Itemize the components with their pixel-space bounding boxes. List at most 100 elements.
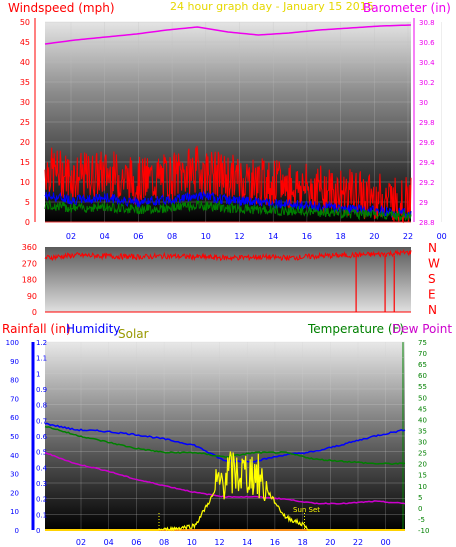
wind-x-tick-label: 12 [234,232,244,241]
wind-x-tick-label: 08 [167,232,177,241]
wind-y-tick-label: 20 [20,138,30,147]
wind-average-series-line [44,190,412,219]
wind-y-tick-label: 0 [25,218,30,227]
compass-label: W [428,257,440,271]
humidity-y-tick-label: 1 [36,370,40,378]
windspeed-title: Windspeed (mph) [8,1,115,15]
wind-x-tick-label: 22 [403,232,413,241]
dewpoint-series-line [44,452,406,505]
baro-y-tick-label: 30.4 [419,59,435,67]
wind-y-tick-label: 10 [20,178,30,187]
rainfall-title: Rainfall (in) [2,322,71,336]
temp-y-tick-label: 45 [418,405,427,413]
temp-y-tick-label: -10 [418,527,429,535]
humidity-y-tick-label: 1.2 [36,339,47,347]
rain-y-tick-label: 80 [10,377,19,385]
wind-y-tick-label: 25 [20,118,30,127]
humidity-y-tick-label: 0.2 [36,496,47,504]
rain-y-tick-label: 100 [6,339,19,347]
baro-y-tick-label: 30.8 [419,19,435,27]
temp-y-tick-label: 65 [418,361,427,369]
lower-x-tick-label: 00 [381,538,391,547]
wind-x-tick-label: 06 [133,232,143,241]
wind-y-tick-label: 5 [25,198,30,207]
temp-y-tick-label: 0 [418,505,422,513]
windspeed-series-line [44,145,412,224]
temp-y-tick-label: 15 [418,472,427,480]
direction-y-tick-label: 90 [27,292,37,301]
wind-y-tick-label: 30 [20,98,30,107]
baro-y-tick-label: 30 [419,99,428,107]
lower-x-tick-label: 02 [76,538,86,547]
humidity-y-tick-label: 1.1 [36,355,47,363]
wind-x-tick-label: 02 [66,232,76,241]
temp-y-tick-label: 35 [418,427,427,435]
humidity-y-tick-label: 0.8 [36,402,47,410]
direction-y-tick-label: 360 [22,243,37,252]
lower-x-tick-label: 14 [242,538,252,547]
direction-y-tick-label: 0 [32,308,37,317]
dewpoint-title: Dew Point (F) [392,322,456,336]
lower-x-tick-label: 22 [353,538,363,547]
wind-x-tick-label: 14 [268,232,278,241]
direction-y-tick-label: 180 [22,276,37,285]
temp-y-tick-label: 10 [418,483,427,491]
humidity-y-tick-label: 0.4 [36,464,48,472]
wind-gust-series-line [44,200,412,221]
wind-x-tick-label: 18 [336,232,346,241]
temp-y-tick-label: 50 [418,394,427,402]
baro-y-tick-label: 30.6 [419,39,435,47]
temp-y-tick-label: -5 [418,516,425,524]
temp-y-tick-label: 70 [418,350,427,358]
humidity-y-tick-label: 0.5 [36,449,47,457]
wind-y-tick-label: 15 [20,158,30,167]
baro-y-tick-label: 29 [419,199,428,207]
tick-labels: 0510152025303540455028.82929.229.429.629… [6,18,447,547]
humidity-y-tick-label: 0.3 [36,480,47,488]
temp-y-tick-label: 55 [418,383,427,391]
rain-y-tick-label: 0 [15,527,19,535]
baro-y-tick-label: 29.8 [419,119,435,127]
compass-label: S [428,272,436,286]
baro-y-tick-label: 30.2 [419,79,435,87]
temp-y-tick-label: 75 [418,339,427,347]
solar-title: Solar [118,327,149,341]
temperature-title: Temperature (F) [307,322,404,336]
barometer-series-line [44,24,412,45]
compass-label: N [428,303,437,317]
baro-y-tick-label: 28.8 [419,219,435,227]
temperature-series-line [44,425,406,465]
rain-y-tick-label: 20 [10,489,19,497]
lower-x-tick-label: 18 [298,538,308,547]
rain-y-tick-label: 30 [10,471,19,479]
compass-label: N [428,241,437,255]
rain-y-tick-label: 60 [10,414,19,422]
solar-series-line [45,451,405,532]
direction-y-tick-label: 270 [22,259,37,268]
series-lines [44,24,412,532]
wind-y-tick-label: 45 [20,38,30,47]
wind-y-tick-label: 35 [20,78,30,87]
lower-x-tick-label: 08 [159,538,169,547]
temp-y-tick-label: 5 [418,494,422,502]
wind-x-tick-label: 10 [201,232,211,241]
lower-x-tick-label: 04 [104,538,114,547]
wind-y-tick-label: 40 [20,58,30,67]
baro-y-tick-label: 29.2 [419,179,435,187]
rain-y-tick-label: 10 [10,508,19,516]
baro-y-tick-label: 29.6 [419,139,435,147]
rain-y-tick-label: 50 [10,433,19,441]
temp-y-tick-label: 20 [418,461,427,469]
lower-gridlines [45,341,405,531]
wind-x-tick-label: 04 [100,232,110,241]
wind-y-tick-label: 50 [20,18,30,27]
humidity-title: Humidity [66,322,120,336]
temp-y-tick-label: 25 [418,450,427,458]
rain-y-tick-label: 90 [10,358,19,366]
lower-x-tick-label: 10 [187,538,197,547]
graph-date-title: 24 hour graph day - January 15 2015 [170,0,374,13]
humidity-y-tick-label: 0.9 [36,386,47,394]
sunset-annotation: Sun Set [293,506,320,514]
